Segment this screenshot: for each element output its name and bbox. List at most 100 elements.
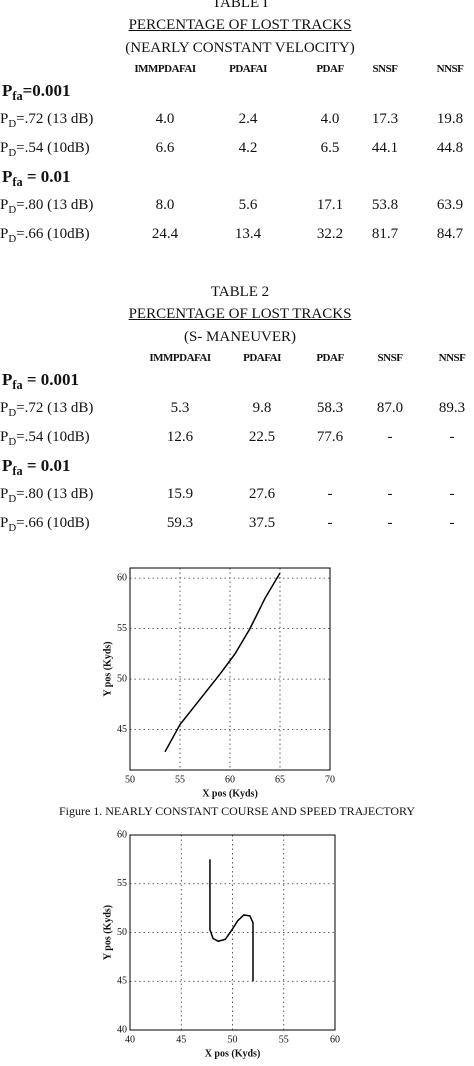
cell: 59.3: [166, 515, 194, 531]
x-tick-label: 65: [275, 774, 285, 785]
column-header: IMMPDAFAI: [149, 352, 211, 364]
group-label: Pfa = 0.001: [2, 370, 80, 392]
column-header: PDAF: [316, 63, 344, 75]
row-label: PD=.54 (10dB): [0, 139, 90, 159]
cell: 87.0: [376, 400, 404, 416]
cell: -: [327, 486, 333, 502]
y-tick-label: 40: [117, 1024, 127, 1035]
label-part: = 0.01: [22, 456, 71, 475]
cell: 32.2: [316, 226, 344, 242]
cell: 6.6: [155, 140, 175, 156]
label-part: P: [2, 456, 13, 475]
label-part: = 0.001: [22, 370, 80, 389]
group-label: Pfa=0.001: [2, 81, 71, 103]
cell: 53.8: [371, 197, 399, 213]
cell: -: [449, 515, 455, 531]
x-tick-label: 45: [176, 1034, 186, 1045]
label-part: P: [0, 515, 9, 531]
figure-caption: Figure 1. NEARLY CONSTANT COURSE AND SPE…: [59, 804, 415, 818]
table-title: TABLE 2: [210, 284, 270, 300]
table-condition: (NEARLY CONSTANT VELOCITY): [125, 40, 355, 56]
label-part: = 0.01: [22, 167, 71, 186]
cell: 37.5: [248, 515, 276, 531]
x-tick-label: 55: [279, 1034, 289, 1045]
y-axis-label: Y pos (Kyds): [102, 641, 113, 696]
x-tick-label: 70: [325, 774, 335, 785]
cell: -: [387, 515, 393, 531]
label-part: =.66 (10dB): [16, 226, 90, 242]
label-part: P: [0, 400, 9, 416]
label-part: P: [2, 370, 13, 389]
cell: 4.0: [155, 111, 175, 127]
label-part: =0.001: [22, 81, 71, 100]
cell: 5.3: [170, 400, 190, 416]
cell: 13.4: [234, 226, 262, 242]
y-axis-label: Y pos (Kyds): [102, 905, 113, 960]
label-part: =.54 (10dB): [16, 429, 90, 445]
x-tick-label: 60: [225, 774, 235, 785]
column-header: NNSF: [436, 63, 464, 75]
group-label: Pfa = 0.01: [2, 167, 71, 189]
x-tick-label: 55: [175, 774, 185, 785]
column-header: NNSF: [438, 352, 466, 364]
label-part: P: [0, 197, 9, 213]
label-part: P: [0, 140, 9, 156]
cell: 89.3: [438, 400, 466, 416]
cell: 63.9: [436, 197, 464, 213]
row-label: PD=.72 (13 dB): [0, 110, 93, 130]
label-part: P: [2, 167, 13, 186]
table-subtitle: PERCENTAGE OF LOST TRACKS: [128, 306, 352, 322]
label-part: P: [0, 486, 9, 502]
cell: -: [387, 486, 393, 502]
label-part: D: [8, 118, 17, 130]
x-tick-label: 50: [228, 1034, 238, 1045]
cell: -: [449, 429, 455, 445]
label-part: D: [8, 493, 17, 505]
label-part: =.80 (13 dB): [16, 197, 94, 213]
column-header: IMMPDAFAI: [134, 63, 196, 75]
cell: 44.8: [436, 140, 464, 156]
group-label: Pfa = 0.01: [2, 456, 71, 478]
cell: 17.1: [316, 197, 344, 213]
column-header: PDAFAI: [229, 63, 267, 75]
y-tick-label: 60: [117, 829, 127, 840]
cell: 6.5: [320, 140, 340, 156]
row-label: PD=.66 (10dB): [0, 514, 90, 534]
cell: -: [327, 515, 333, 531]
column-header: PDAF: [316, 352, 344, 364]
row-label: PD=.54 (10dB): [0, 428, 90, 448]
cell: 58.3: [316, 400, 344, 416]
cell: -: [449, 486, 455, 502]
label-part: P: [0, 429, 9, 445]
cell: 5.6: [238, 197, 258, 213]
row-label: PD=.72 (13 dB): [0, 399, 93, 418]
row-label: PD=.66 (10dB): [0, 225, 90, 244]
cell: 15.9: [166, 486, 194, 502]
label-part: fa: [12, 175, 23, 189]
x-tick-label: 60: [330, 1034, 340, 1045]
y-tick-label: 55: [117, 623, 127, 634]
label-part: D: [8, 436, 17, 448]
y-tick-label: 50: [117, 927, 127, 938]
x-tick-label: 40: [125, 1034, 135, 1045]
cell: 12.6: [166, 429, 194, 445]
cell: 4.2: [238, 140, 258, 156]
label-part: D: [8, 147, 17, 159]
cell: 27.6: [248, 486, 276, 502]
label-part: D: [8, 522, 17, 534]
table-condition: (S- MANEUVER): [183, 329, 297, 345]
cell: 24.4: [151, 226, 179, 242]
label-part: P: [0, 226, 9, 242]
cell: 17.3: [371, 111, 399, 127]
plot-frame: [129, 567, 331, 771]
cell: 8.0: [155, 197, 175, 213]
label-part: fa: [12, 89, 23, 103]
y-tick-label: 45: [117, 976, 127, 987]
cell: -: [387, 429, 393, 445]
label-part: fa: [12, 378, 23, 392]
row-label: PD=.80 (13 dB): [0, 485, 93, 505]
trajectory-line: [164, 572, 281, 753]
cell: 22.5: [248, 429, 276, 445]
